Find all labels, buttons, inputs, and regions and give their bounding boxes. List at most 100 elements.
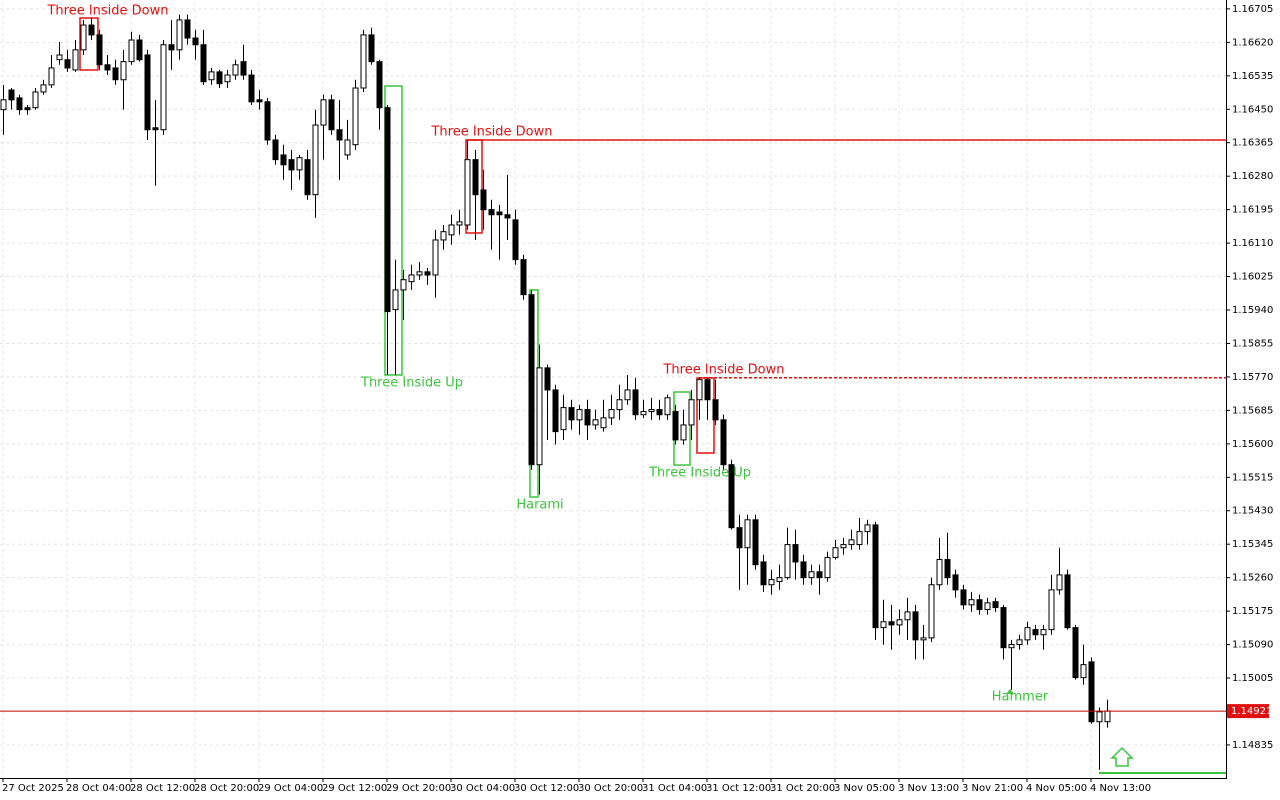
candle-body (368, 34, 375, 63)
x-tick-label: 31 Oct 04:00 (642, 783, 707, 794)
candle-body (1024, 627, 1031, 641)
candle-body (632, 389, 639, 416)
candle-body (640, 411, 647, 416)
y-tick-label: 1.15175 (1232, 606, 1273, 617)
candle-body (456, 221, 463, 226)
candle-body (128, 39, 135, 63)
candle-body (344, 139, 351, 156)
candle-body (16, 97, 23, 111)
candle-body (496, 211, 503, 216)
candle-body (352, 87, 359, 146)
y-tick-label: 1.16450 (1232, 104, 1273, 115)
candle-body (512, 219, 519, 261)
candle-body (64, 59, 71, 69)
candle-body (88, 24, 95, 36)
candle-body (600, 417, 607, 429)
candle-body (1104, 710, 1111, 723)
candle-body (944, 559, 951, 579)
candle-body (520, 259, 527, 296)
pattern-label: Hammer (992, 690, 1049, 705)
y-tick-label: 1.16535 (1232, 71, 1273, 82)
candle-body (296, 157, 303, 171)
y-tick-label: 1.15940 (1232, 305, 1273, 316)
candle-body (336, 129, 343, 141)
candle-body (0, 99, 7, 111)
candle-body (888, 621, 895, 626)
x-tick-label: 4 Nov 13:00 (1090, 783, 1151, 794)
candle-body (784, 544, 791, 579)
candle-body (648, 409, 655, 413)
candle-body (400, 279, 407, 291)
candle-body (32, 91, 39, 109)
pattern-label: Three Inside Down (430, 125, 552, 140)
candle-body (696, 379, 703, 401)
candle-body (312, 124, 319, 196)
candle-body (536, 367, 543, 466)
candle-body (896, 619, 903, 626)
candle-body (544, 367, 551, 391)
y-tick-label: 1.16620 (1232, 37, 1273, 48)
y-tick-label: 1.16365 (1232, 138, 1273, 149)
candle-body (1040, 629, 1047, 636)
y-tick-label: 1.15770 (1232, 372, 1273, 383)
candle-body (832, 547, 839, 559)
candle-body (552, 389, 559, 433)
candle-body (440, 231, 447, 241)
y-tick-label: 1.15260 (1232, 573, 1273, 584)
candle-body (136, 39, 143, 61)
candle-body (752, 519, 759, 566)
candle-body (480, 189, 487, 211)
pattern-label: Three Inside Up (648, 466, 751, 481)
y-tick-label: 1.15600 (1232, 439, 1273, 450)
candle-body (408, 274, 415, 283)
candle-body (424, 271, 431, 276)
y-tick-label: 1.15090 (1232, 640, 1273, 651)
candle-body (968, 599, 975, 606)
x-tick-label: 28 Oct 20:00 (194, 783, 259, 794)
candle-body (800, 561, 807, 579)
candle-body (56, 54, 63, 61)
candle-body (1016, 639, 1023, 646)
candle-body (1032, 629, 1039, 636)
candle-body (584, 409, 591, 426)
candle-body (824, 557, 831, 579)
candle-body (728, 464, 735, 529)
candle-body (176, 19, 183, 51)
candle-body (704, 379, 711, 401)
x-tick-label: 29 Oct 12:00 (322, 783, 387, 794)
candle-body (1048, 589, 1055, 631)
candle-body (144, 54, 151, 131)
candle-body (1064, 574, 1071, 629)
candle-body (760, 561, 767, 586)
candle-body (624, 389, 631, 401)
candle-body (744, 519, 751, 549)
candle-body (8, 89, 15, 101)
candle-body (680, 424, 687, 441)
y-tick-label: 1.15515 (1232, 472, 1273, 483)
candle-body (432, 239, 439, 276)
y-tick-label: 1.15685 (1232, 405, 1273, 416)
x-tick-label: 31 Oct 12:00 (706, 783, 771, 794)
candle-body (808, 571, 815, 579)
candle-body (840, 544, 847, 549)
candle-body (392, 289, 399, 311)
candle-body (152, 127, 159, 131)
x-tick-label: 27 Oct 2025 (2, 783, 64, 794)
candle-body (960, 589, 967, 606)
x-tick-label: 28 Oct 12:00 (130, 783, 195, 794)
pattern-label: Harami (516, 498, 563, 513)
candle-body (672, 411, 679, 441)
y-tick-label: 1.15855 (1232, 338, 1273, 349)
candle-body (664, 397, 671, 416)
x-tick-label: 3 Nov 05:00 (834, 783, 895, 794)
candle-body (232, 64, 239, 76)
candle-body (472, 159, 479, 196)
y-tick-label: 1.16025 (1232, 272, 1273, 283)
candle-body (656, 409, 663, 416)
candle-body (96, 34, 103, 66)
candle-body (24, 107, 31, 111)
x-tick-label: 30 Oct 20:00 (578, 783, 643, 794)
candle-body (256, 99, 263, 103)
x-tick-label: 3 Nov 21:00 (962, 783, 1023, 794)
